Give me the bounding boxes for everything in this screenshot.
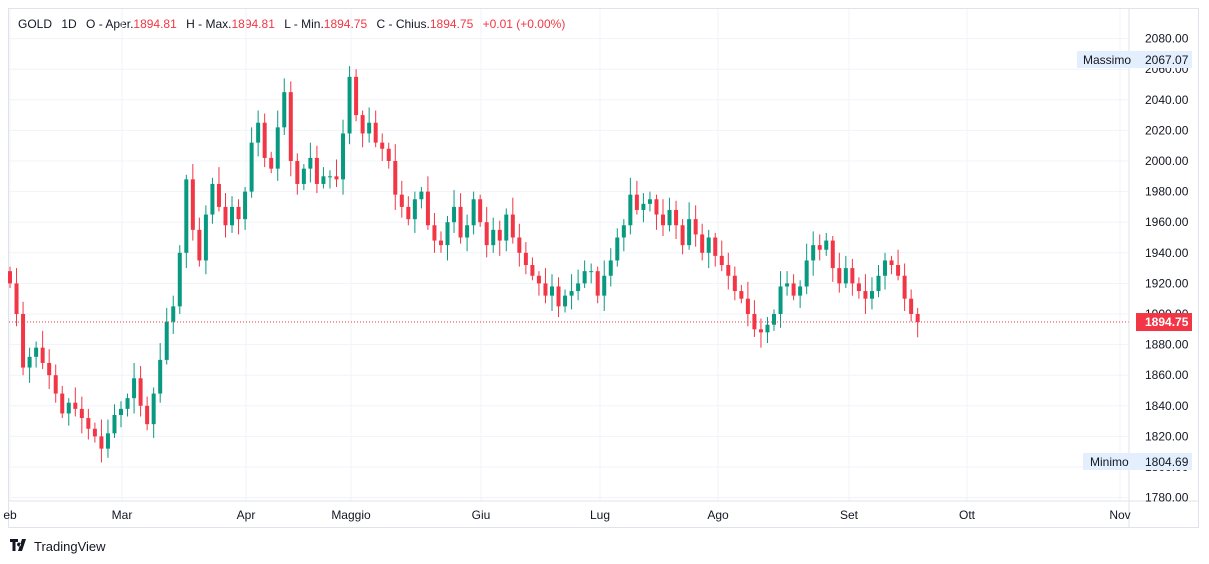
symbol-label[interactable]: GOLD [18,17,53,31]
ohlc-legend: GOLD 1D O - Aper.1894.81 H - Max.1894.81… [18,17,565,31]
close-value: 1894.75 [429,17,474,31]
open-label: O - Aper. [86,17,134,31]
low-label: L - Min. [284,17,324,31]
close-label: C - Chius. [376,17,430,31]
high-label: H - Max. [186,17,232,31]
tradingview-logo-icon [10,539,30,554]
change-value: +0.01 (+0.00%) [482,17,566,31]
tradingview-branding[interactable]: TradingView [10,539,106,554]
interval-label[interactable]: 1D [61,17,77,31]
tradingview-name: TradingView [34,539,106,554]
high-value: 1894.81 [231,17,275,31]
low-value: 1894.75 [323,17,368,31]
chart-frame [8,8,1199,528]
open-value: 1894.81 [133,17,177,31]
